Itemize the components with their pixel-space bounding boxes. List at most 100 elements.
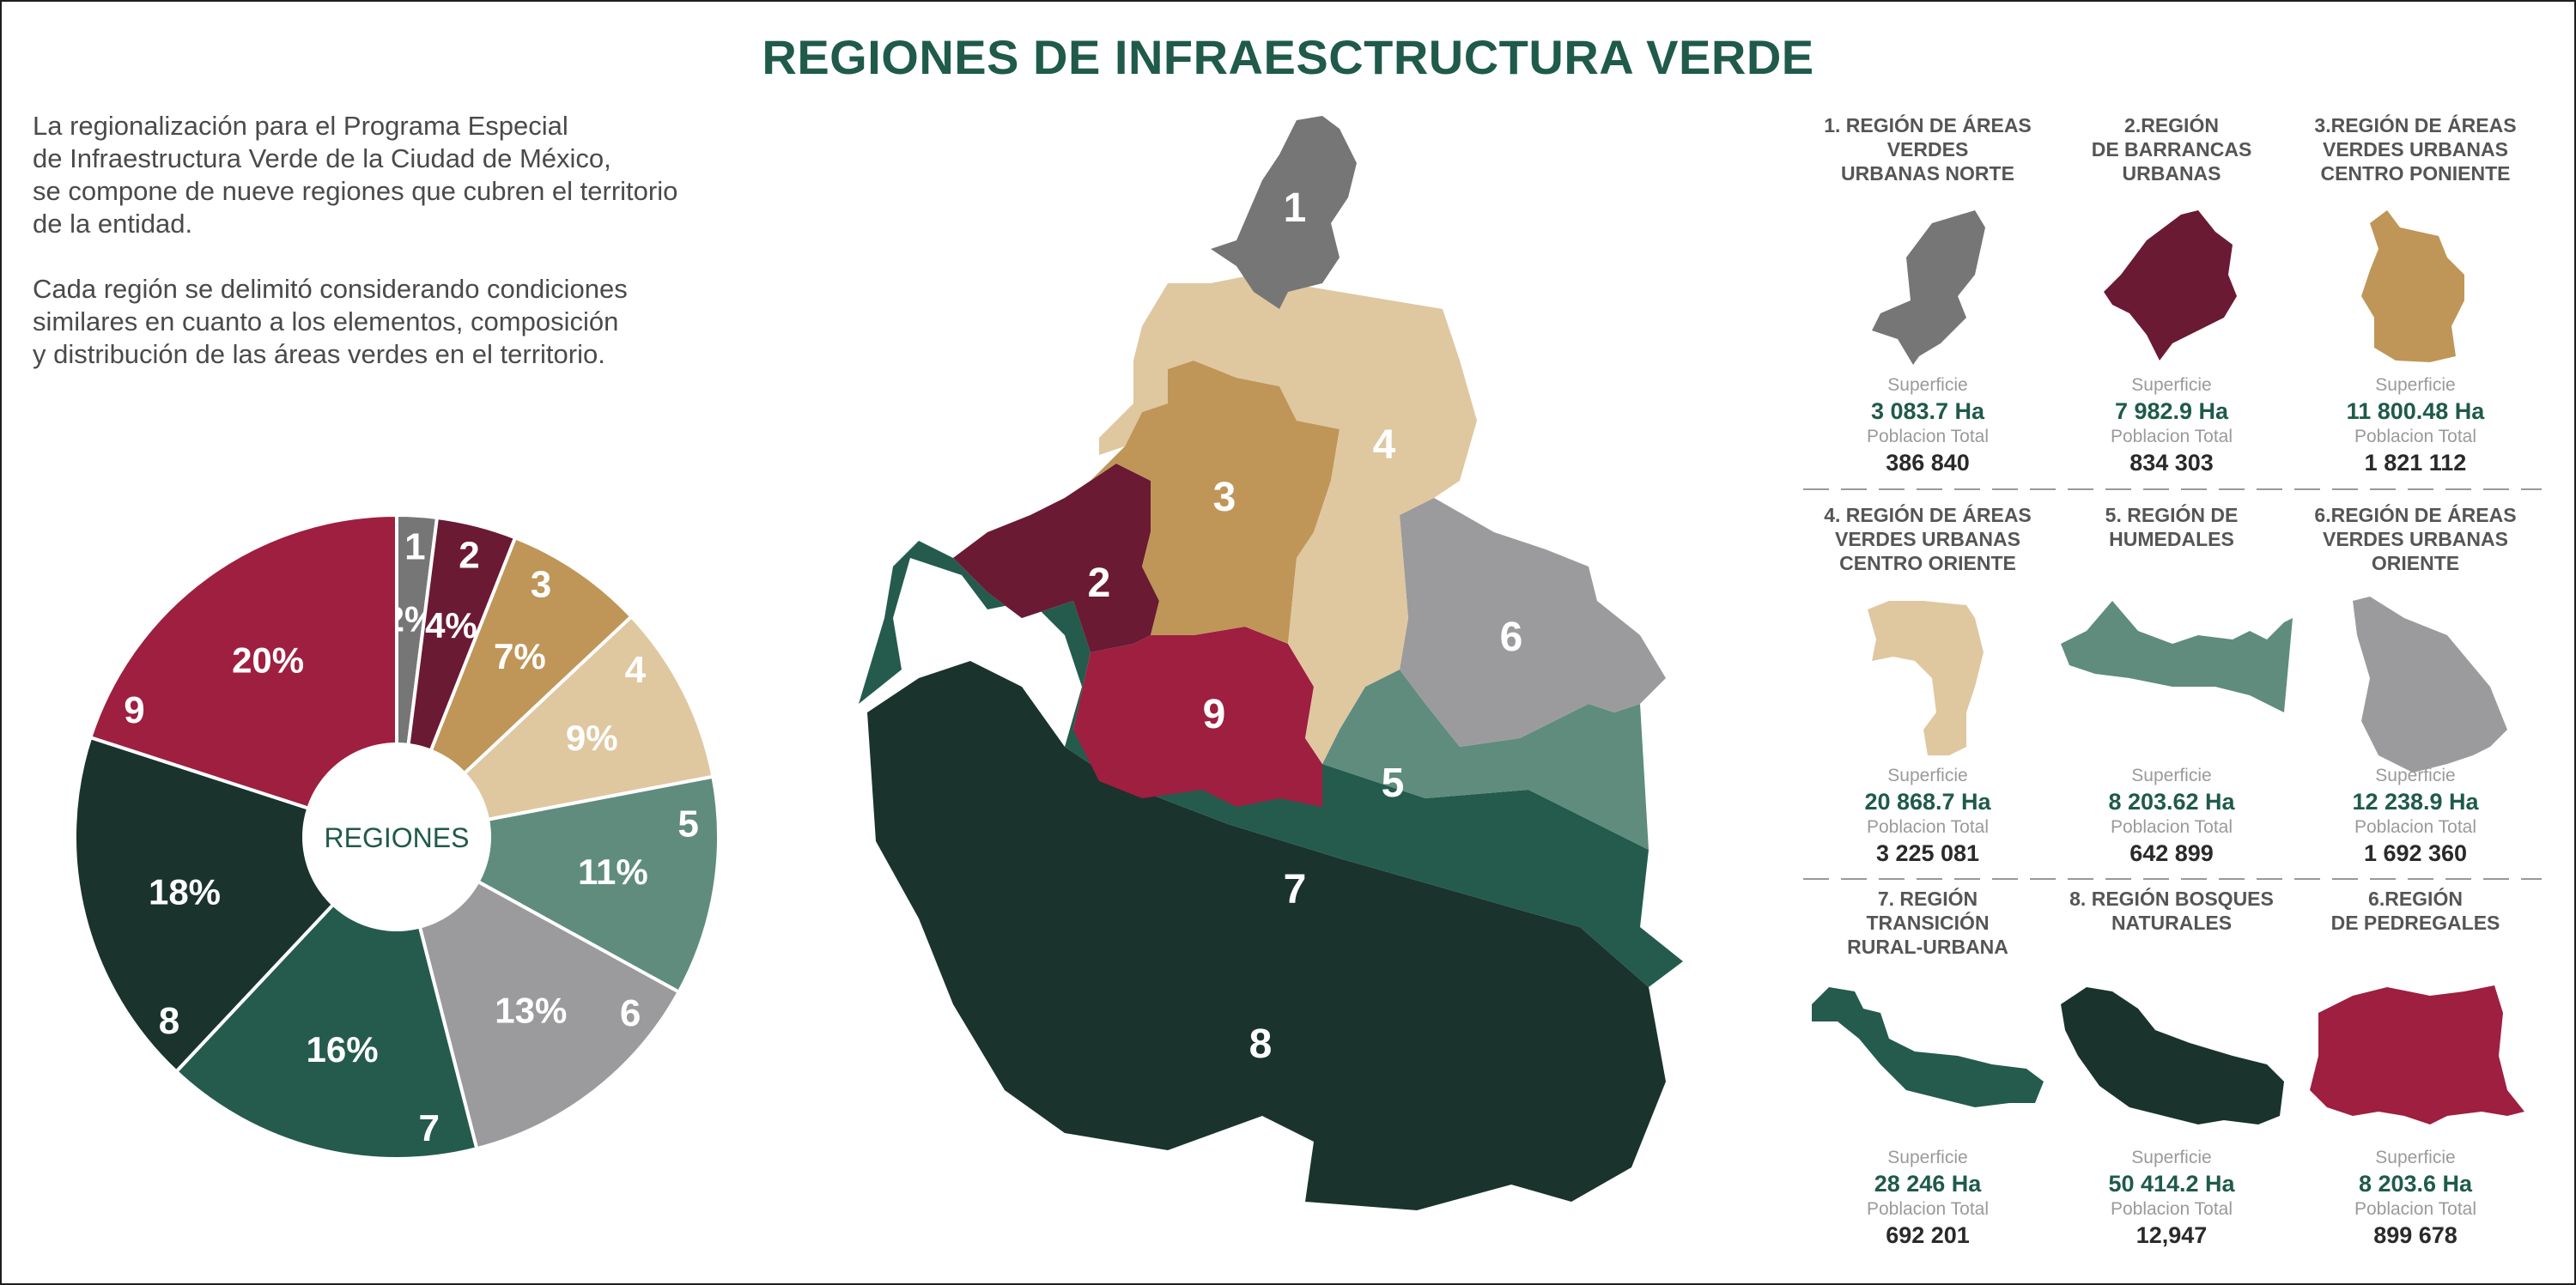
map-label-4: 4 bbox=[1373, 422, 1396, 468]
region-stats-3: Superficie 11 800.48 Ha Poblacion Total … bbox=[2291, 374, 2540, 477]
poblacion-value: 1 821 112 bbox=[2364, 450, 2467, 476]
region-name: 6.REGIÓN DE PEDREGALES bbox=[2330, 888, 2500, 934]
intro-paragraph-2: Cada región se delimitó considerando con… bbox=[33, 273, 857, 371]
page-title: REGIONES DE INFRAESCTRUCTURA VERDE bbox=[762, 30, 1814, 84]
region-stats-4: Superficie 20 868.7 Ha Poblacion Total 3… bbox=[1803, 765, 2052, 868]
donut-region-number: 1 bbox=[404, 526, 425, 568]
region-name: 2.REGIÓN DE BARRANCAS URBANAS bbox=[2091, 114, 2252, 185]
region-stats-8: Superficie 50 414.2 Ha Poblacion Total 1… bbox=[2047, 1147, 2296, 1250]
donut-percent-label: 18% bbox=[149, 871, 221, 912]
donut-slice-6 bbox=[393, 833, 682, 1151]
region-card-7: 7. REGIÓN TRANSICIÓN RURAL-URBANA bbox=[1803, 887, 2052, 964]
donut-region-number: 8 bbox=[159, 1000, 179, 1042]
map-labels: 1 2 3 4 5 6 7 8 9 bbox=[1088, 185, 1523, 1067]
intro-line: de Infraestructura Verde de la Ciudad de… bbox=[33, 143, 611, 173]
map-label-9: 9 bbox=[1203, 692, 1226, 737]
poblacion-value: 834 303 bbox=[2129, 450, 2214, 476]
poblacion-value: 899 678 bbox=[2373, 1222, 2458, 1248]
region-name: 1. REGIÓN DE ÁREAS VERDES URBANAS NORTE bbox=[1824, 114, 2032, 185]
region-7-shape bbox=[1812, 987, 2044, 1107]
donut-region-number: 7 bbox=[419, 1107, 440, 1149]
poblacion-value: 3 225 081 bbox=[1875, 840, 1980, 866]
region-card-2: 2.REGIÓN DE BARRANCAS URBANAS bbox=[2047, 113, 2296, 191]
region-8-shape bbox=[2061, 987, 2284, 1124]
superficie-value: 7 982.9 Ha bbox=[2114, 398, 2229, 424]
map-region-2 bbox=[953, 464, 1159, 652]
donut-region-number: 5 bbox=[677, 803, 698, 846]
map-label-5: 5 bbox=[1382, 761, 1405, 806]
regions-map: 1 2 3 4 5 6 7 8 9 bbox=[859, 116, 1683, 1210]
region-card-5: 5. REGIÓN DE HUMEDALES bbox=[2047, 503, 2296, 580]
poblacion-value: 1 692 360 bbox=[2363, 840, 2468, 866]
region-name: 8. REGIÓN BOSQUES NATURALES bbox=[2069, 888, 2274, 934]
intro-line: similares en cuanto a los elementos, com… bbox=[33, 306, 619, 336]
map-label-2: 2 bbox=[1088, 561, 1111, 606]
intro-line: La regionalización para el Programa Espe… bbox=[33, 111, 568, 141]
region-name: 6.REGIÓN DE ÁREAS VERDES URBANAS ORIENTE bbox=[2314, 504, 2517, 574]
region-card-3: 3.REGIÓN DE ÁREAS VERDES URBANAS CENTRO PO… bbox=[2291, 113, 2540, 191]
donut-region-number: 3 bbox=[531, 563, 551, 605]
donut-region-number: 2 bbox=[459, 535, 479, 577]
region-1-shape bbox=[1872, 210, 1985, 365]
superficie-value: 12 238.9 Ha bbox=[2352, 789, 2479, 815]
donut-percent-label: 4% bbox=[425, 605, 477, 646]
donut-percent-label: 11% bbox=[578, 852, 648, 892]
region-icons bbox=[1812, 210, 2524, 1124]
region-stats-9: Superficie 8 203.6 Ha Poblacion Total 89… bbox=[2291, 1147, 2540, 1250]
donut-percent-label: 13% bbox=[495, 990, 567, 1030]
region-name: 3.REGIÓN DE ÁREAS VERDES URBANAS CENTRO PO… bbox=[2314, 114, 2517, 185]
donut-slice-4 bbox=[391, 614, 715, 840]
superficie-value: 11 800.48 Ha bbox=[2346, 398, 2485, 424]
superficie-value: 20 868.7 Ha bbox=[1864, 789, 1991, 815]
map-region-9 bbox=[1073, 627, 1322, 807]
donut-slice-3 bbox=[395, 535, 635, 839]
donut-center bbox=[302, 743, 491, 931]
intro-paragraph-1: La regionalización para el Programa Espe… bbox=[33, 110, 857, 240]
region-2-shape bbox=[2104, 210, 2237, 361]
map-region-6 bbox=[1400, 498, 1666, 747]
intro-line: Cada región se delimitó considerando con… bbox=[33, 274, 628, 304]
region-name: 5. REGIÓN DE HUMEDALES bbox=[2105, 504, 2239, 550]
region-card-4: 4. REGIÓN DE ÁREAS VERDES URBANAS CENTRO O… bbox=[1803, 503, 2052, 580]
map-label-8: 8 bbox=[1249, 1021, 1273, 1067]
donut-percent-label: 20% bbox=[232, 640, 304, 681]
poblacion-value: 642 899 bbox=[2129, 840, 2214, 866]
region-card-1: 1. REGIÓN DE ÁREAS VERDES URBANAS NORTE bbox=[1803, 113, 2052, 191]
poblacion-value: 692 201 bbox=[1886, 1222, 1970, 1248]
region-9-shape bbox=[2310, 985, 2524, 1124]
region-stats-2: Superficie 7 982.9 Ha Poblacion Total 83… bbox=[2047, 374, 2296, 477]
map-region-1 bbox=[1211, 116, 1357, 309]
intro-line: se compone de nueve regiones que cubren … bbox=[33, 176, 678, 206]
superficie-value: 50 414.2 Ha bbox=[2108, 1171, 2235, 1197]
superficie-value: 28 246 Ha bbox=[1874, 1171, 1982, 1197]
superficie-value: 8 203.6 Ha bbox=[2358, 1171, 2473, 1197]
region-3-shape bbox=[2361, 210, 2464, 362]
region-card-9: 6.REGIÓN DE PEDREGALES bbox=[2291, 887, 2540, 964]
superficie-value: 8 203.62 Ha bbox=[2108, 789, 2235, 815]
region-stats-5: Superficie 8 203.62 Ha Poblacion Total 6… bbox=[2047, 765, 2296, 868]
intro-line: de la entidad. bbox=[33, 209, 193, 239]
map-label-6: 6 bbox=[1500, 615, 1523, 660]
region-card-6: 6.REGIÓN DE ÁREAS VERDES URBANAS ORIENTE bbox=[2291, 503, 2540, 580]
region-6-shape bbox=[2353, 597, 2507, 773]
map-label-7: 7 bbox=[1284, 867, 1307, 912]
map-label-3: 3 bbox=[1213, 475, 1236, 520]
poblacion-value: 12,947 bbox=[2136, 1222, 2208, 1248]
map-label-1: 1 bbox=[1284, 185, 1307, 231]
region-5-shape bbox=[2061, 601, 2293, 712]
donut-slice-9 bbox=[88, 512, 398, 839]
donut-region-number: 9 bbox=[124, 689, 144, 731]
donut-percent-label: 7% bbox=[494, 636, 546, 676]
intro-text: La regionalización para el Programa Espe… bbox=[33, 110, 857, 403]
map-region-3 bbox=[1091, 361, 1340, 644]
map-region-4 bbox=[1099, 275, 1477, 764]
region-name: 7. REGIÓN TRANSICIÓN RURAL-URBANA bbox=[1847, 888, 2008, 958]
donut-center-label: REGIONES bbox=[325, 822, 470, 853]
map-region-8 bbox=[867, 661, 1666, 1210]
poblacion-value: 386 840 bbox=[1886, 450, 1970, 476]
region-stats-7: Superficie 28 246 Ha Poblacion Total 692… bbox=[1803, 1147, 2052, 1250]
donut-region-number: 4 bbox=[625, 649, 647, 691]
